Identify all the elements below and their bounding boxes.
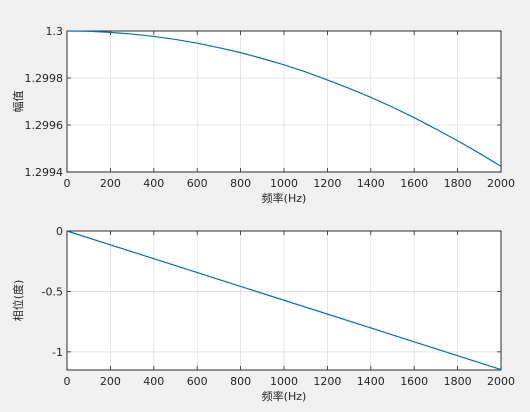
x-tick-label: 400 <box>143 375 164 388</box>
y-tick-label: 1.2994 <box>25 166 64 179</box>
x-tick-label: 2000 <box>487 177 515 190</box>
series-line <box>66 30 502 167</box>
phase-chart: 0 200 400 600 800 1000 1200 1400 1600 1800 2000 0 -0… <box>11 225 515 403</box>
x-tick-label: 1200 <box>313 177 341 190</box>
x-tick-label: 0 <box>64 177 71 190</box>
y-axis-label: 相位(度) <box>11 280 25 322</box>
x-tick-label: 1600 <box>400 177 428 190</box>
plot-border <box>66 30 502 173</box>
x-tick-label: 600 <box>187 177 208 190</box>
x-tick-label: 1200 <box>313 375 341 388</box>
x-tick-label: 400 <box>143 177 164 190</box>
x-tick-label: 2000 <box>487 375 515 388</box>
x-tick-label: 1400 <box>357 177 385 190</box>
x-tick-label: 800 <box>230 375 251 388</box>
y-tick-label: 1.2996 <box>25 119 64 132</box>
x-tick-label: 600 <box>187 375 208 388</box>
x-axis-label: 频率(Hz) <box>262 389 307 403</box>
x-tick-label: 1800 <box>444 177 472 190</box>
y-tick-label: -1 <box>52 346 63 359</box>
magnitude-chart: 0 200 400 600 800 1000 1200 1400 1600 1800 2000 1.3… <box>12 25 515 205</box>
y-tick-label: -0.5 <box>42 285 63 298</box>
x-tick-label: 1400 <box>357 375 385 388</box>
x-tick-label: 800 <box>230 177 251 190</box>
x-tick-label: 1600 <box>400 375 428 388</box>
y-tick-label: 0 <box>56 225 63 238</box>
x-tick-label: 1800 <box>444 375 472 388</box>
x-tick-label: 1000 <box>270 375 298 388</box>
x-tick-label: 200 <box>100 375 121 388</box>
x-tick-label: 0 <box>64 375 71 388</box>
x-tick-label: 1000 <box>270 177 298 190</box>
x-tick-label: 200 <box>100 177 121 190</box>
y-tick-label: 1.3 <box>46 25 64 38</box>
x-axis-label: 频率(Hz) <box>262 191 307 205</box>
y-axis-label: 幅值 <box>12 91 25 113</box>
plot-border <box>66 230 502 371</box>
series-line <box>66 230 502 371</box>
y-tick-label: 1.2998 <box>25 72 64 85</box>
